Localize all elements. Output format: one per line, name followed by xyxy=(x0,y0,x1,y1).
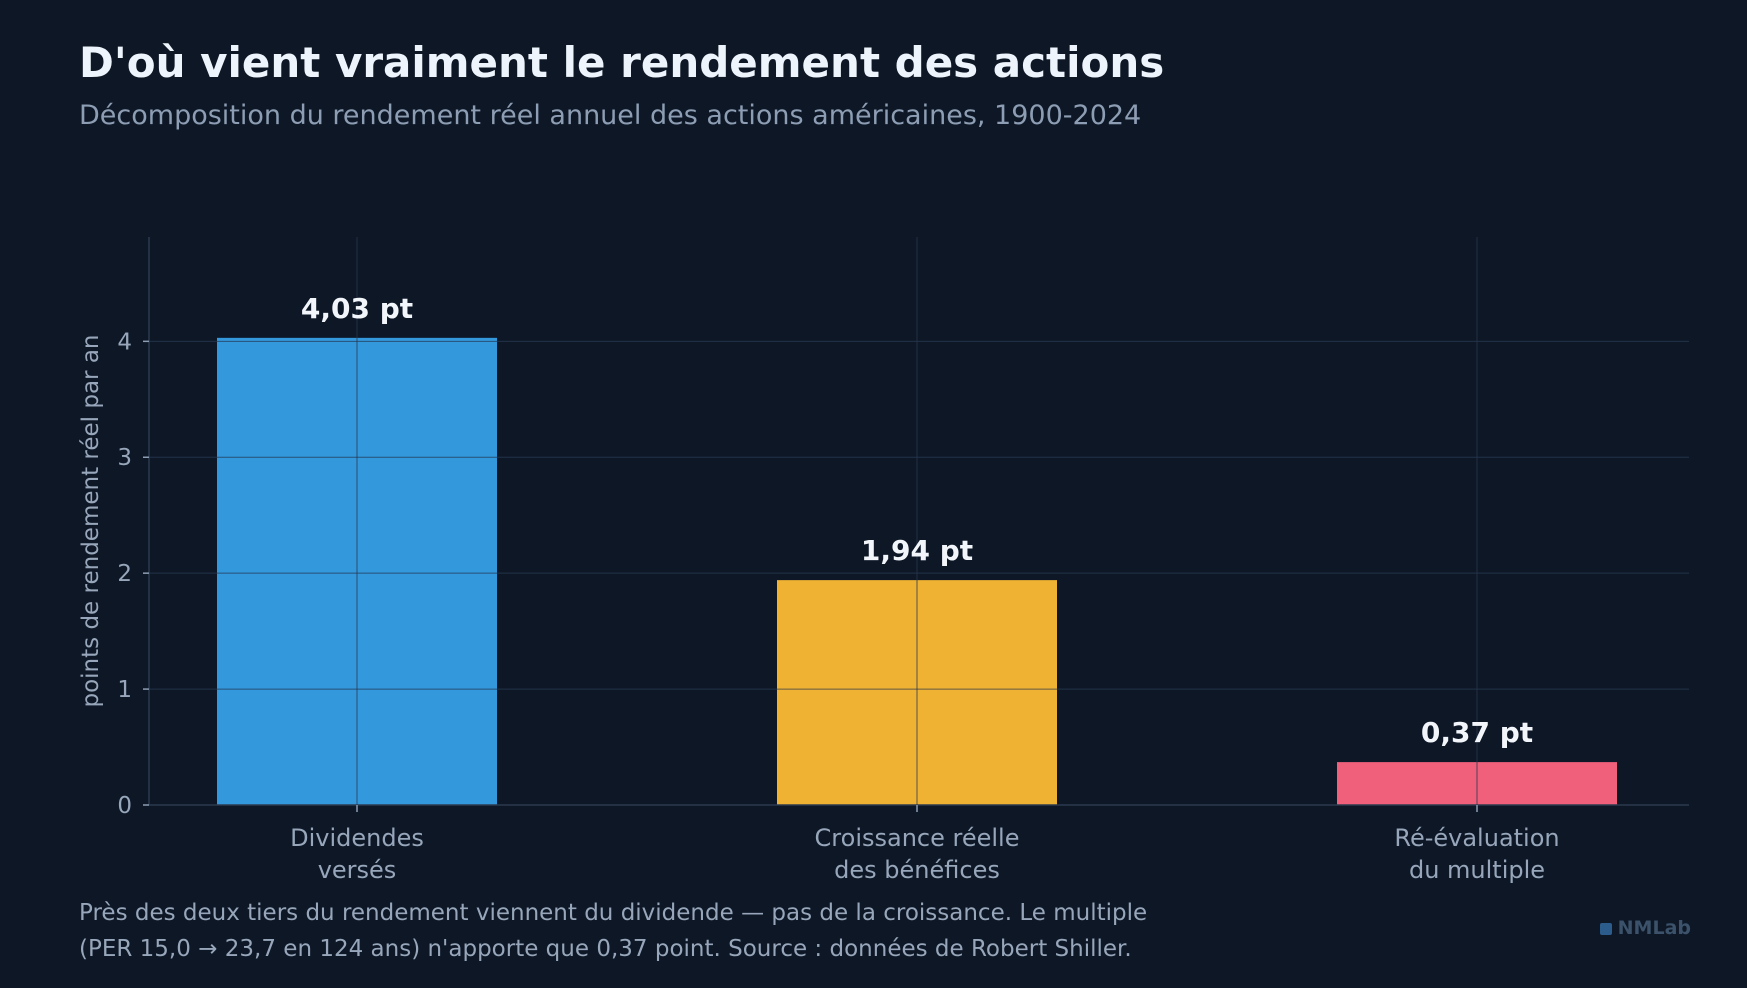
y-tick-label-3: 3 xyxy=(117,445,132,471)
x-tick-label-3: Ré-évaluation du multiple xyxy=(1394,824,1559,884)
page-title: D'où vient vraiment le rendement des act… xyxy=(79,38,1165,87)
brand-dot-icon xyxy=(1599,922,1612,935)
brand-logo: NMLab xyxy=(1599,917,1691,939)
value-label-3: 0,37 pt xyxy=(1421,716,1533,749)
vertical-grid-layer xyxy=(149,237,1689,805)
labels-layer: 0 1 2 3 4 points de rendement réel par an Divi… xyxy=(78,292,1560,884)
footnote: Près des deux tiers du rendement viennen… xyxy=(79,895,1147,967)
footnote-line-1: Près des deux tiers du rendement viennen… xyxy=(79,900,1148,926)
value-label-1: 4,03 pt xyxy=(301,292,413,325)
x-tick-label-2: Croissance réelle des bénéfices xyxy=(815,824,1020,884)
value-label-2: 1,94 pt xyxy=(861,534,973,567)
y-axis-label: points de rendement réel par an xyxy=(78,335,104,708)
page-subtitle: Décomposition du rendement réel annuel d… xyxy=(79,100,1142,131)
y-tick-label-2: 2 xyxy=(117,561,132,587)
y-tick-label-4: 4 xyxy=(117,329,132,355)
axes-layer xyxy=(143,237,1689,812)
x-tick-label-1: Dividendes versés xyxy=(290,824,424,884)
brand-label: NMLab xyxy=(1617,917,1691,939)
y-tick-label-1: 1 xyxy=(117,677,132,703)
y-tick-label-0: 0 xyxy=(117,793,132,819)
footnote-line-2: (PER 15,0 → 23,7 en 124 ans) n'apporte q… xyxy=(79,936,1132,962)
